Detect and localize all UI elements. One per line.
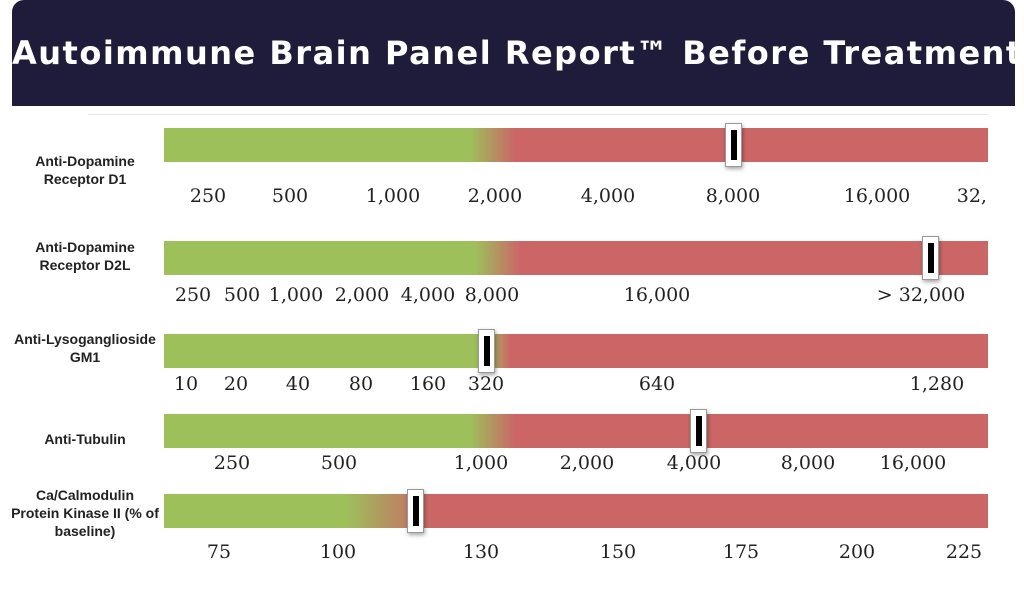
range-bar — [164, 128, 988, 162]
tick-label: 225 — [945, 541, 983, 563]
tick-label: 130 — [462, 541, 500, 563]
tick-label: 20 — [223, 373, 249, 395]
row-label: Ca/Calmodulin Protein Kinase II (% of ba… — [11, 487, 159, 539]
tick-label: 32,000 — [956, 185, 988, 207]
tick-label: 1,000 — [365, 185, 421, 207]
range-bar — [164, 241, 988, 275]
tick-label: 150 — [599, 541, 637, 563]
tick-label: 2,000 — [467, 185, 523, 207]
tick-label: 640 — [638, 373, 676, 395]
tick-label: 1,000 — [453, 452, 509, 474]
tick-label: 320 — [467, 373, 505, 395]
tick-label: 16,000 — [879, 452, 947, 474]
range-bar — [164, 494, 988, 528]
row-label: Anti-Dopamine Receptor D1 — [35, 153, 135, 187]
tick-label: 8,000 — [705, 185, 761, 207]
tick-label: 16,000 — [843, 185, 911, 207]
tick-label: 75 — [206, 541, 232, 563]
result-marker — [922, 236, 939, 280]
tick-label: 500 — [223, 284, 261, 306]
result-marker — [478, 329, 495, 373]
tick-label: 1,000 — [268, 284, 324, 306]
tick-label: 500 — [271, 185, 309, 207]
row-label: Anti-Tubulin — [44, 431, 126, 447]
tick-label: 500 — [320, 452, 358, 474]
tick-label: 200 — [838, 541, 876, 563]
range-bar — [164, 334, 988, 368]
tick-label: 8,000 — [464, 284, 520, 306]
tick-label: 4,000 — [666, 452, 722, 474]
tick-label: 80 — [348, 373, 374, 395]
tick-label: 250 — [189, 185, 227, 207]
tick-label: 250 — [213, 452, 251, 474]
range-bar — [164, 414, 988, 448]
result-marker — [725, 123, 742, 167]
result-marker — [407, 489, 424, 533]
tick-label: 250 — [174, 284, 212, 306]
tick-label: 40 — [285, 373, 311, 395]
tick-label: 4,000 — [580, 185, 636, 207]
tick-label: 1,280 — [909, 373, 965, 395]
tick-label: 4,000 — [400, 284, 456, 306]
tick-area: 250 500 1,000 2,000 4,000 8,000 16,000 32,000 25… — [173, 185, 988, 563]
tick-label: 16,000 — [623, 284, 691, 306]
tick-label: 2,000 — [559, 452, 615, 474]
report-title: Autoimmune Brain Panel Report™ Before Tr… — [12, 34, 1023, 72]
tick-label: 10 — [173, 373, 199, 395]
tick-label: 2,000 — [334, 284, 390, 306]
report-header: Autoimmune Brain Panel Report™ Before Tr… — [12, 0, 1023, 106]
tick-label: 100 — [319, 541, 357, 563]
tick-label: 175 — [722, 541, 760, 563]
header-divider — [88, 114, 988, 115]
result-marker — [690, 409, 707, 453]
row-label: Anti-Lysoganglioside GM1 — [14, 331, 156, 365]
tick-label: > 32,000 — [876, 284, 966, 306]
tick-label: 8,000 — [780, 452, 836, 474]
row-label: Anti-Dopamine Receptor D2L — [35, 239, 135, 273]
tick-label: 160 — [409, 373, 447, 395]
